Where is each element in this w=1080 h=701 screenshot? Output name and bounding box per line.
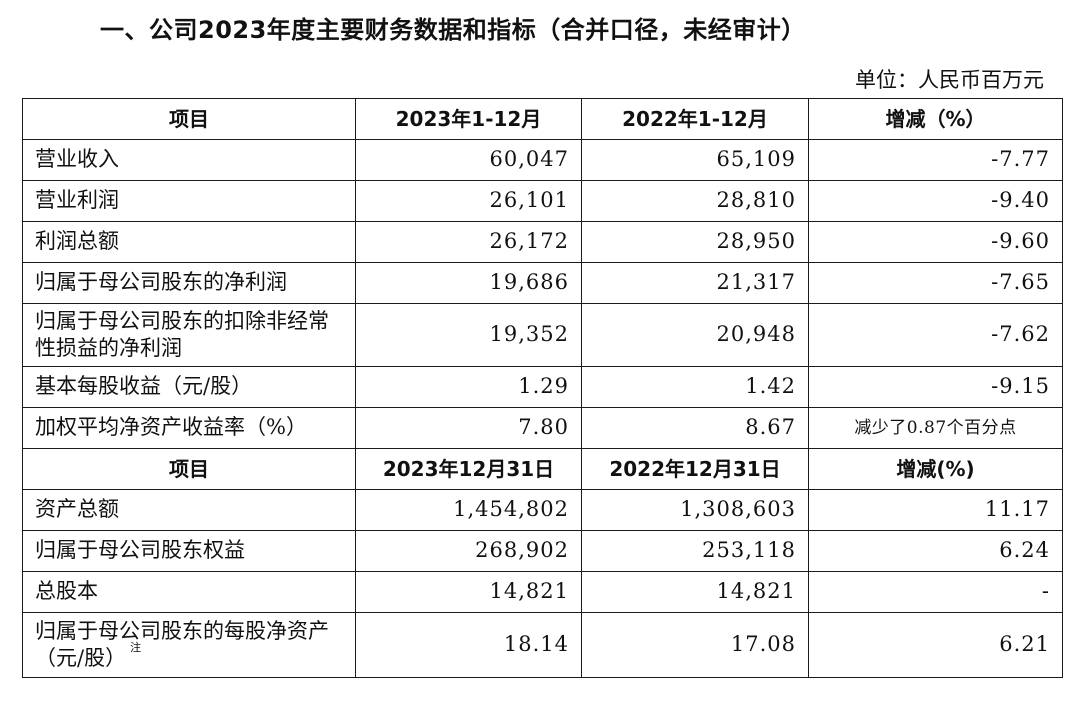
row-label: 营业收入 — [22, 139, 356, 181]
row-label: 营业利润 — [22, 180, 356, 222]
value-2023: 26,172 — [355, 221, 582, 263]
value-change: -7.62 — [808, 303, 1063, 367]
value-2022: 14,821 — [581, 571, 809, 613]
header-2022: 2022年1-12月 — [581, 98, 809, 140]
table-row: 营业利润 26,101 28,810 -9.40 — [22, 180, 1063, 222]
row-label: 总股本 — [22, 571, 356, 613]
header-change: 增减（%） — [808, 98, 1063, 140]
table-header-row: 项目 2023年1-12月 2022年1-12月 增减（%） — [22, 98, 1063, 140]
header-item: 项目 — [22, 98, 356, 140]
row-label: 加权平均净资产收益率（%） — [22, 407, 356, 449]
value-2022: 1,308,603 — [581, 489, 809, 531]
header-change: 增减(%) — [808, 448, 1063, 490]
header-2023: 2023年1-12月 — [355, 98, 582, 140]
table-row: 归属于母公司股东的净利润 19,686 21,317 -7.65 — [22, 262, 1063, 304]
value-change: 11.17 — [808, 489, 1063, 531]
value-change-note: 减少了0.87个百分点 — [808, 407, 1063, 449]
table-row: 资产总额 1,454,802 1,308,603 11.17 — [22, 489, 1063, 531]
table-row: 总股本 14,821 14,821 - — [22, 571, 1063, 613]
header-item: 项目 — [22, 448, 356, 490]
row-label: 归属于母公司股东的每股净资产（元/股） — [35, 618, 329, 670]
unit-label: 单位：人民币百万元 — [855, 68, 1044, 92]
row-label: 归属于母公司股东权益 — [22, 530, 356, 572]
row-label-cell: 归属于母公司股东的每股净资产（元/股）注 — [22, 612, 356, 678]
financial-data-table: 项目 2023年1-12月 2022年1-12月 增减（%） 营业收入 60,0… — [22, 98, 1063, 678]
value-2022: 253,118 — [581, 530, 809, 572]
value-change: -9.40 — [808, 180, 1063, 222]
table-row: 归属于母公司股东的每股净资产（元/股）注 18.14 17.08 6.21 — [22, 612, 1063, 678]
value-2023: 19,352 — [355, 303, 582, 367]
table-row: 营业收入 60,047 65,109 -7.77 — [22, 139, 1063, 181]
page-title: 一、公司2023年度主要财务数据和指标（合并口径，未经审计） — [100, 16, 806, 44]
value-2022: 8.67 — [581, 407, 809, 449]
header-2022-date: 2022年12月31日 — [581, 448, 809, 490]
value-change: -9.15 — [808, 366, 1063, 408]
row-label: 资产总额 — [22, 489, 356, 531]
row-label: 归属于母公司股东的净利润 — [22, 262, 356, 304]
table-row: 归属于母公司股东的扣除非经常性损益的净利润 19,352 20,948 -7.6… — [22, 303, 1063, 367]
value-2022: 28,950 — [581, 221, 809, 263]
row-label: 利润总额 — [22, 221, 356, 263]
header-2023-date: 2023年12月31日 — [355, 448, 582, 490]
table-row: 加权平均净资产收益率（%） 7.80 8.67 减少了0.87个百分点 — [22, 407, 1063, 449]
value-2023: 18.14 — [355, 612, 582, 678]
value-2023: 26,101 — [355, 180, 582, 222]
value-change: -9.60 — [808, 221, 1063, 263]
table-row: 基本每股收益（元/股） 1.29 1.42 -9.15 — [22, 366, 1063, 408]
value-2023: 7.80 — [355, 407, 582, 449]
value-2023: 19,686 — [355, 262, 582, 304]
value-2023: 14,821 — [355, 571, 582, 613]
value-2023: 1,454,802 — [355, 489, 582, 531]
value-2023: 268,902 — [355, 530, 582, 572]
value-change: 6.24 — [808, 530, 1063, 572]
value-2022: 20,948 — [581, 303, 809, 367]
table-header-row: 项目 2023年12月31日 2022年12月31日 增减(%) — [22, 448, 1063, 490]
value-change: 6.21 — [808, 612, 1063, 678]
value-2022: 65,109 — [581, 139, 809, 181]
value-2022: 21,317 — [581, 262, 809, 304]
value-change: -7.65 — [808, 262, 1063, 304]
row-label: 归属于母公司股东的扣除非经常性损益的净利润 — [22, 303, 356, 367]
value-change: - — [808, 571, 1063, 613]
row-label: 基本每股收益（元/股） — [22, 366, 356, 408]
table-row: 归属于母公司股东权益 268,902 253,118 6.24 — [22, 530, 1063, 572]
value-2022: 17.08 — [581, 612, 809, 678]
value-2023: 60,047 — [355, 139, 582, 181]
value-2022: 28,810 — [581, 180, 809, 222]
table-row: 利润总额 26,172 28,950 -9.60 — [22, 221, 1063, 263]
value-2022: 1.42 — [581, 366, 809, 408]
value-change: -7.77 — [808, 139, 1063, 181]
value-2023: 1.29 — [355, 366, 582, 408]
footnote-marker: 注 — [130, 641, 142, 654]
